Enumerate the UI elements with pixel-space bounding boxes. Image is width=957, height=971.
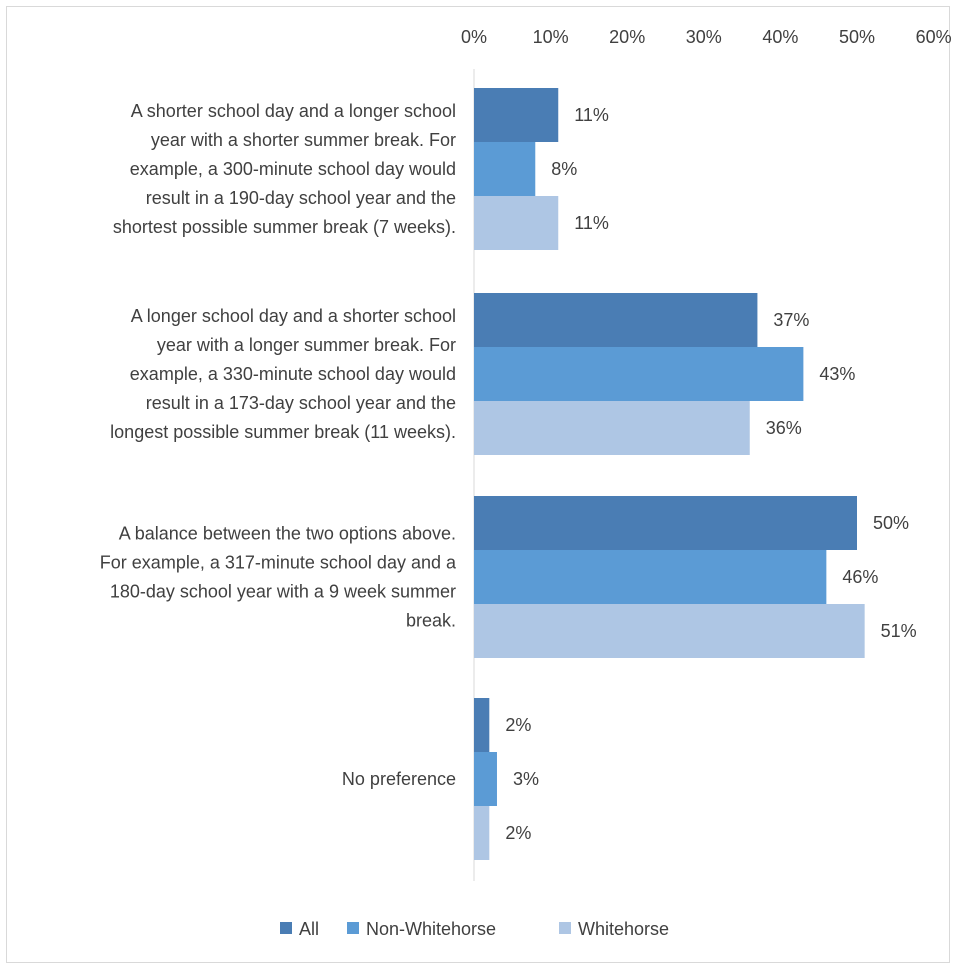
category-label-line: No preference: [342, 769, 456, 789]
bar: [474, 752, 497, 806]
category-label-line: 180-day school year with a 9 week summer: [110, 582, 456, 602]
x-tick-label: 50%: [839, 27, 875, 47]
category-label-line: For example, a 317-minute school day and…: [100, 553, 457, 573]
category-label-line: longest possible summer break (11 weeks)…: [110, 422, 456, 442]
data-label: 11%: [574, 213, 609, 233]
data-label: 2%: [505, 715, 531, 735]
data-label: 11%: [574, 105, 609, 125]
x-tick-label: 20%: [609, 27, 645, 47]
legend-label: Whitehorse: [578, 919, 669, 939]
category-label-line: year with a shorter summer break. For: [151, 130, 456, 150]
bar: [474, 496, 857, 550]
bar: [474, 347, 804, 401]
data-label: 36%: [766, 418, 802, 438]
category-label-line: A shorter school day and a longer school: [131, 101, 456, 121]
bar: [474, 698, 490, 752]
category-label: No preference: [342, 769, 456, 789]
legend-swatch: [559, 922, 571, 934]
category-label-line: example, a 330-minute school day would: [130, 364, 456, 384]
x-tick-label: 10%: [533, 27, 569, 47]
category-label-line: A balance between the two options above.: [119, 524, 456, 544]
bar: [474, 550, 827, 604]
bar: [474, 196, 559, 250]
bar: [474, 806, 490, 860]
category-label-line: shortest possible summer break (7 weeks)…: [113, 217, 456, 237]
bar: [474, 142, 536, 196]
data-label: 51%: [881, 621, 917, 641]
bar: [474, 293, 758, 347]
legend-label: All: [299, 919, 319, 939]
data-label: 46%: [842, 567, 878, 587]
data-label: 37%: [773, 310, 809, 330]
legend-label: Non-Whitehorse: [366, 919, 496, 939]
legend-swatch: [347, 922, 359, 934]
data-label: 2%: [505, 823, 531, 843]
category-label: A shorter school day and a longer school…: [113, 101, 456, 237]
category-label-line: example, a 300-minute school day would: [130, 159, 456, 179]
data-label: 43%: [819, 364, 855, 384]
category-label: A longer school day and a shorter school…: [110, 306, 456, 442]
x-tick-label: 60%: [916, 27, 951, 47]
category-label: A balance between the two options above.…: [100, 524, 457, 631]
bar: [474, 604, 865, 658]
bar-chart: 0% 10% 20% 30% 40% 50% 60% A shorter school day…: [100, 27, 951, 939]
category-label-line: break.: [406, 611, 456, 631]
data-label: 50%: [873, 513, 909, 533]
chart-frame: 0% 10% 20% 30% 40% 50% 60% A shorter school day…: [6, 6, 951, 963]
x-tick-label: 0%: [461, 27, 487, 47]
bar: [474, 401, 750, 455]
category-label-line: A longer school day and a shorter school: [131, 306, 456, 326]
category-label-line: year with a longer summer break. For: [157, 335, 456, 355]
category-label-line: result in a 190-day school year and the: [146, 188, 456, 208]
x-tick-label: 30%: [686, 27, 722, 47]
legend-swatch: [280, 922, 292, 934]
category-label-line: result in a 173-day school year and the: [146, 393, 456, 413]
bar: [474, 88, 559, 142]
data-label: 3%: [513, 769, 539, 789]
data-label: 8%: [551, 159, 577, 179]
x-tick-label: 40%: [762, 27, 798, 47]
